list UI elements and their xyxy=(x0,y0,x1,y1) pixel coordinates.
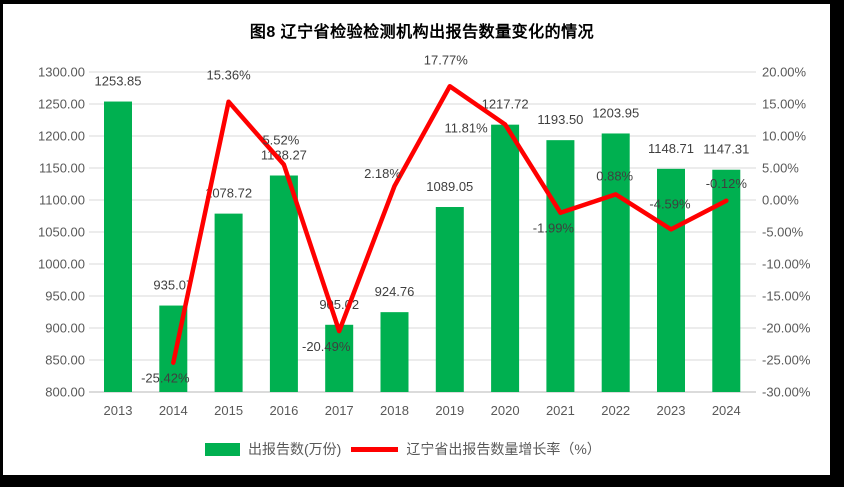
bar-2015 xyxy=(214,213,243,392)
bar-value-label: 1203.95 xyxy=(592,105,639,120)
bar-value-label: 1148.71 xyxy=(648,141,694,156)
x-axis-tick: 2019 xyxy=(435,403,464,418)
bar-2021 xyxy=(546,140,575,392)
x-axis-tick: 2013 xyxy=(104,403,133,418)
x-axis-tick: 2016 xyxy=(269,403,298,418)
legend-line-swatch xyxy=(351,446,399,452)
left-axis-tick: 1200.00 xyxy=(38,129,85,144)
left-axis-tick: 1100.00 xyxy=(39,193,85,208)
left-axis-tick: 900.00 xyxy=(45,321,85,336)
growth-rate-label: 11.81% xyxy=(445,120,489,135)
bar-2023 xyxy=(657,168,685,392)
growth-rate-label: 17.77% xyxy=(424,52,469,67)
growth-rate-label: -4.59% xyxy=(649,196,691,211)
bar-value-label: 1089.05 xyxy=(426,179,473,194)
bar-2017 xyxy=(325,324,354,392)
right-axis-tick: -15.00% xyxy=(762,289,811,304)
x-axis-tick: 2017 xyxy=(325,403,354,418)
x-axis-tick: 2018 xyxy=(380,403,409,418)
bar-2013 xyxy=(104,101,132,392)
left-axis-tick: 950.00 xyxy=(45,289,85,304)
legend-bar-label: 出报告数(万份) xyxy=(248,441,342,457)
growth-rate-label: 5.52% xyxy=(262,133,299,148)
growth-rate-label: 2.18% xyxy=(364,166,401,181)
bar-value-label: 1147.31 xyxy=(703,142,749,157)
left-axis-tick: 1150.00 xyxy=(39,161,85,176)
bar-value-label: 935.07 xyxy=(153,278,193,293)
x-axis-tick: 2021 xyxy=(546,403,575,418)
growth-rate-label: -25.42% xyxy=(141,371,190,386)
growth-rate-label: -1.99% xyxy=(533,221,575,236)
x-axis-tick: 2022 xyxy=(601,403,630,418)
bar-value-label: 1078.72 xyxy=(205,186,252,201)
bar-2020 xyxy=(491,124,520,392)
left-axis-tick: 1050.00 xyxy=(38,225,85,240)
growth-rate-label: 15.36% xyxy=(207,68,252,83)
bar-value-label: 1138.27 xyxy=(261,148,307,163)
bar-2018 xyxy=(380,312,409,392)
right-axis-tick: -30.00% xyxy=(762,385,811,400)
legend-bar-swatch xyxy=(205,442,240,456)
chart-title: 图8 辽宁省检验检测机构出报告数量变化的情况 xyxy=(249,24,595,41)
left-axis-tick: 1250.00 xyxy=(38,97,85,112)
bar-value-label: 1253.85 xyxy=(95,74,142,89)
bar-value-label: 1217.72 xyxy=(482,97,529,112)
right-axis-tick: 10.00% xyxy=(762,129,807,144)
growth-line xyxy=(171,84,729,365)
legend: 出报告数(万份) 辽宁省出报告数量增长率（%） xyxy=(205,440,601,458)
x-axis-tick: 2014 xyxy=(159,403,188,418)
x-axis-tick: 2024 xyxy=(712,403,741,418)
right-axis-tick: -10.00% xyxy=(762,257,811,272)
growth-rate-label: 0.88% xyxy=(596,168,633,183)
legend-line-label: 辽宁省出报告数量增长率（%） xyxy=(406,441,601,457)
left-axis-tick: 850.00 xyxy=(45,353,85,368)
right-axis-tick: -20.00% xyxy=(762,321,811,336)
growth-rate-label: -20.49% xyxy=(302,339,351,354)
bar-value-label: 1193.50 xyxy=(537,112,583,127)
bar-2016 xyxy=(269,175,298,392)
bar-2019 xyxy=(435,207,464,392)
right-axis-tick: 15.00% xyxy=(762,97,807,112)
left-axis-tick: 1300.00 xyxy=(38,65,85,80)
x-axis-tick: 2020 xyxy=(491,403,520,418)
left-axis-tick: 800.00 xyxy=(45,385,85,400)
right-axis-tick: 20.00% xyxy=(762,65,807,80)
x-axis-tick: 2015 xyxy=(214,403,243,418)
bar-value-label: 924.76 xyxy=(375,284,415,299)
x-axis-tick: 2023 xyxy=(657,403,686,418)
growth-rate-label: -0.12% xyxy=(706,176,748,191)
right-axis-tick: -5.00% xyxy=(762,225,804,240)
bar-2022 xyxy=(601,133,630,393)
right-axis-tick: 0.00% xyxy=(762,193,799,208)
left-axis-tick: 1000.00 xyxy=(38,257,85,272)
right-axis-tick: -25.00% xyxy=(762,353,811,368)
right-axis-tick: 5.00% xyxy=(762,161,799,176)
chart-canvas xyxy=(3,4,830,475)
